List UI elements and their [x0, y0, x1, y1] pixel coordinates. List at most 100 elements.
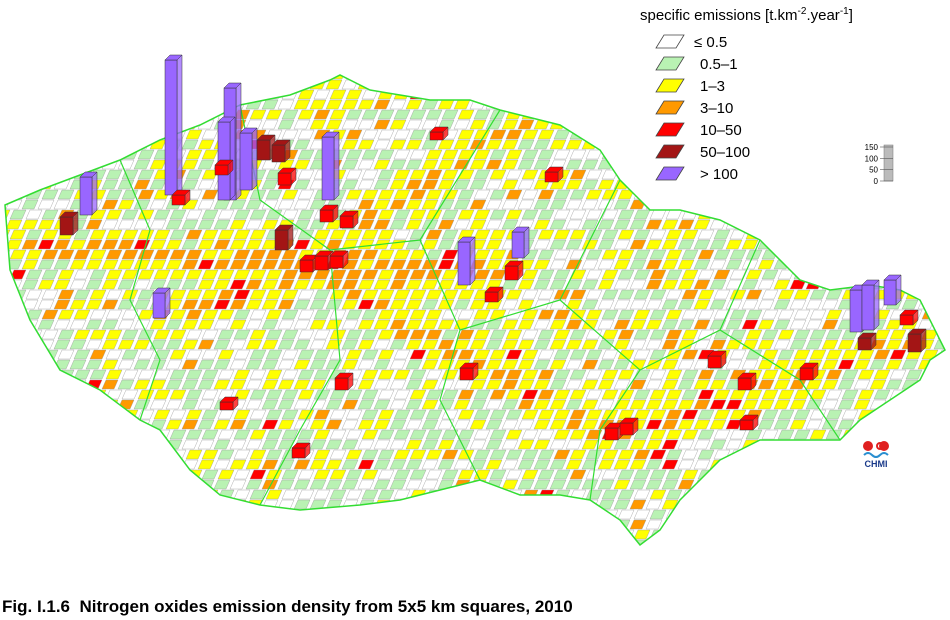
grid-cell — [121, 489, 139, 500]
grid-cell — [149, 439, 167, 450]
grid-cell — [345, 489, 363, 500]
grid-cell — [329, 309, 347, 320]
grid-cell — [117, 439, 135, 450]
grid-cell — [325, 519, 343, 530]
grid-cell — [309, 479, 327, 490]
grid-cell — [501, 519, 519, 530]
grid-cell — [585, 269, 603, 280]
grid-cell — [261, 179, 279, 190]
grid-cell — [697, 449, 715, 460]
grid-cell — [517, 499, 535, 510]
grid-cell — [5, 119, 23, 130]
grid-cell — [133, 379, 151, 390]
grid-cell — [457, 329, 475, 340]
grid-cell — [5, 499, 7, 510]
grid-cell — [713, 209, 731, 220]
grid-cell — [729, 89, 747, 100]
grid-cell — [133, 199, 151, 210]
grid-cell — [901, 499, 919, 510]
grid-cell — [101, 439, 119, 450]
grid-cell — [197, 439, 215, 450]
grid-cell — [5, 279, 7, 290]
grid-cell — [821, 539, 839, 545]
grid-cell — [101, 99, 119, 110]
grid-cell — [121, 229, 139, 240]
grid-cell — [745, 509, 763, 520]
grid-cell — [185, 169, 203, 180]
grid-cell — [25, 469, 43, 480]
grid-cell — [389, 259, 407, 270]
grid-cell — [117, 419, 135, 430]
grid-cell — [21, 379, 39, 390]
grid-cell — [37, 219, 55, 230]
grid-cell — [165, 479, 183, 490]
grid-cell — [277, 119, 295, 130]
grid-cell — [937, 189, 945, 200]
grid-cell — [377, 149, 395, 160]
column-top — [334, 372, 354, 379]
grid-cell — [469, 219, 487, 230]
grid-cell — [169, 389, 187, 400]
grid-cell — [201, 409, 219, 420]
grid-cell — [649, 369, 667, 380]
grid-cell — [521, 269, 539, 280]
grid-cell — [197, 419, 215, 430]
grid-cell — [393, 389, 411, 400]
grid-cell — [57, 389, 75, 400]
grid-cell — [213, 339, 231, 350]
grid-cell — [597, 179, 615, 190]
column-front — [544, 171, 559, 183]
logo-text: CHMI — [865, 459, 888, 469]
grid-cell — [425, 329, 443, 340]
grid-cell — [777, 309, 795, 320]
grid-cell — [537, 389, 555, 400]
grid-cell — [89, 429, 107, 440]
grid-cell — [485, 199, 503, 210]
grid-cell — [665, 469, 683, 480]
grid-cell — [549, 99, 567, 110]
grid-cell — [805, 319, 823, 330]
grid-cell — [645, 399, 663, 410]
grid-cell — [361, 389, 379, 400]
grid-cell — [617, 229, 635, 240]
grid-cell — [201, 289, 219, 300]
grid-cell — [805, 79, 823, 90]
grid-cell — [101, 239, 119, 250]
grid-cell — [313, 489, 331, 500]
grid-cell — [89, 349, 107, 360]
grid-cell — [805, 539, 823, 545]
grid-cell — [501, 199, 519, 210]
grid-cell — [249, 329, 267, 340]
grid-cell — [169, 429, 187, 440]
grid-cell — [585, 429, 603, 440]
grid-cell — [553, 269, 571, 280]
grid-cell — [661, 539, 679, 545]
grid-cell — [197, 79, 215, 90]
grid-cell — [41, 529, 59, 540]
legend: specific emissions [t.km-2.year-1] ≤ 0.5… — [640, 6, 853, 183]
grid-cell — [933, 359, 945, 370]
grid-cell — [389, 479, 407, 490]
grid-cell — [53, 459, 71, 470]
grid-cell — [453, 119, 471, 130]
grid-cell — [517, 279, 535, 290]
grid-cell — [885, 479, 903, 490]
grid-cell — [201, 169, 219, 180]
grid-cell — [185, 509, 203, 520]
grid-cell — [489, 149, 507, 160]
grid-cell — [885, 459, 903, 470]
grid-cell — [489, 189, 507, 200]
grid-cell — [489, 269, 507, 280]
grid-cell — [217, 229, 235, 240]
grid-cell — [617, 369, 635, 380]
column-front — [857, 337, 872, 351]
grid-cell — [261, 219, 279, 230]
grid-cell — [617, 89, 635, 100]
grid-cell — [905, 209, 923, 220]
grid-cell — [905, 489, 923, 500]
grid-cell — [261, 459, 279, 470]
grid-cell — [21, 439, 39, 450]
grid-cell — [837, 259, 855, 270]
grid-cell — [585, 209, 603, 220]
grid-cell — [937, 449, 945, 460]
